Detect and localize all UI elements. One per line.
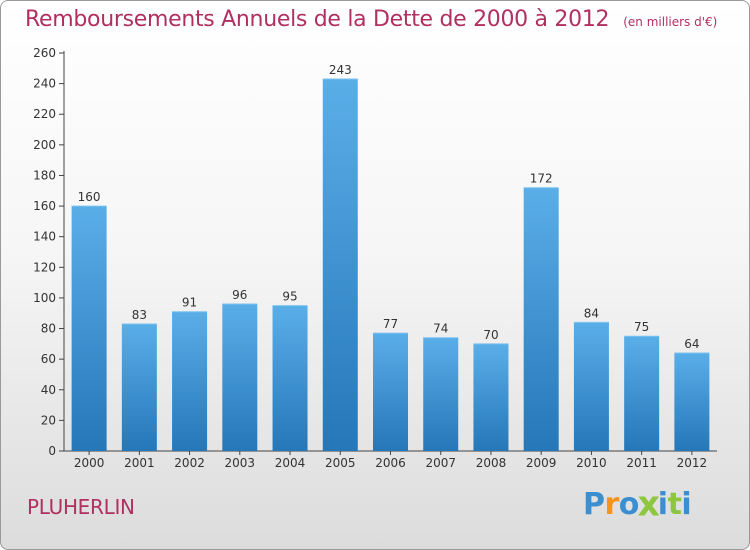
bar [272,305,308,451]
y-tick-label: 120 [33,260,56,274]
proxiti-logo: Proxiti [583,484,692,525]
bar-value-label: 70 [483,328,498,342]
bar [373,333,408,451]
title-row: Remboursements Annuels de la Dette de 20… [25,7,717,32]
bar [172,311,208,451]
y-tick-label: 200 [33,138,56,152]
bar-value-label: 95 [282,290,297,304]
x-tick-label: 2009 [526,456,557,470]
y-tick-label: 220 [33,107,56,121]
y-tick-label: 40 [41,383,56,397]
logo-letter: r [604,487,620,522]
bar-value-label: 74 [433,322,448,336]
bar [624,336,660,451]
y-tick-label: 160 [33,199,56,213]
y-tick-label: 260 [33,46,56,60]
bar-value-label: 160 [78,190,101,204]
chart-title: Remboursements Annuels de la Dette de 20… [25,7,610,32]
x-tick-label: 2012 [677,456,708,470]
logo-letter: P [583,487,605,522]
y-tick-label: 180 [33,168,56,182]
logo-letter: i [657,487,668,522]
bar-value-label: 84 [584,306,599,320]
y-tick-label: 0 [48,444,56,458]
bar-value-label: 77 [383,317,398,331]
bar [423,337,459,451]
logo-letter: x [637,484,660,525]
x-tick-label: 2008 [476,456,507,470]
y-tick-label: 60 [41,352,56,366]
x-tick-label: 2004 [275,456,306,470]
x-tick-label: 2002 [174,456,205,470]
commune-name: PLUHERLIN [27,495,135,519]
logo-letter: i [681,487,692,522]
y-tick-label: 140 [33,230,56,244]
bar [473,343,509,451]
x-tick-label: 2007 [425,456,456,470]
x-tick-label: 2006 [375,456,406,470]
y-tick-label: 100 [33,291,56,305]
x-tick-label: 2003 [225,456,256,470]
y-tick-label: 240 [33,77,56,91]
bar-value-label: 64 [684,337,699,351]
x-tick-label: 2005 [325,456,356,470]
bar-value-label: 172 [530,172,553,186]
bar-value-label: 83 [132,308,147,322]
logo-letter: t [667,487,682,522]
x-tick-label: 2010 [576,456,607,470]
bar [322,79,358,452]
bar [674,353,710,451]
bar [573,322,609,451]
unit-note: (en milliers d'€) [623,15,718,29]
bar [222,304,258,451]
y-tick-label: 80 [41,322,56,336]
x-tick-label: 2011 [626,456,657,470]
bar-value-label: 75 [634,320,649,334]
y-tick-label: 20 [41,413,56,427]
bar-value-label: 91 [182,296,197,310]
bar-value-label: 96 [232,288,247,302]
logo-letter: o [618,487,640,522]
bar [71,206,107,451]
bar-value-label: 243 [329,63,352,77]
bar [523,187,559,451]
bar [121,323,157,451]
x-tick-label: 2000 [74,456,105,470]
x-tick-label: 2001 [124,456,155,470]
